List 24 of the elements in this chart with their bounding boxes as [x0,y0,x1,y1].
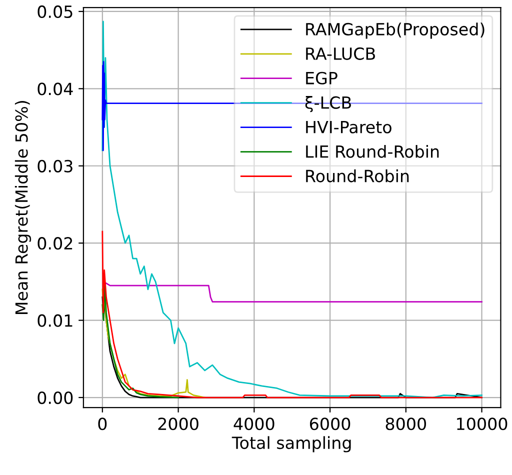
legend-label: RAMGapEb(Proposed) [306,22,484,39]
line-series [102,284,179,398]
x-tick-label: 10000 [457,418,508,430]
x-tick-label: 4000 [234,418,274,430]
legend-label: ξ-LCB [305,96,351,112]
y-tick-label: 0.04 [38,82,73,96]
line-series [102,230,482,398]
x-axis-title: Total sampling [232,436,351,452]
legend-label: RA-LUCB [306,47,375,60]
legend-label: LIE Round-Robin [306,144,439,158]
x-tick-label: 2000 [158,418,198,430]
x-tick-label: 6000 [310,418,350,430]
line-series [102,20,482,398]
y-tick-label: 0.01 [38,314,72,327]
y-tick-label: 0.03 [38,160,72,172]
legend-label: HVI-Pareto [306,121,392,134]
legend-label: Round-Robin [306,169,409,182]
x-tick-label: 8000 [386,418,426,430]
y-tick-label: 0.05 [38,5,72,18]
legend-label: EGP [306,72,338,84]
y-tick-label: 0.00 [38,391,73,404]
y-tick-label: 0.02 [38,237,72,250]
y-axis-title: Mean Regret(Middle 50%) [14,100,32,314]
x-tick-label: 0 [98,418,107,430]
